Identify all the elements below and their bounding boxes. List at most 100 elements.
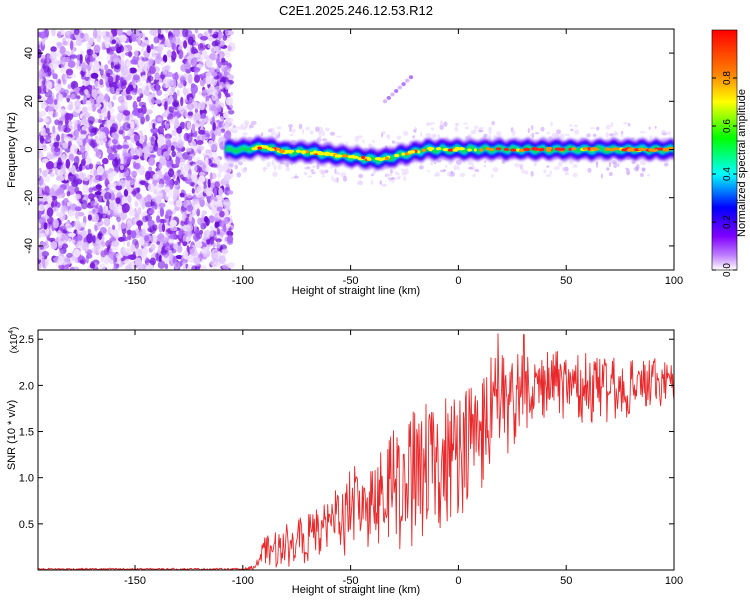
noise-speckle	[90, 200, 98, 207]
noise-speckle	[196, 140, 204, 145]
noise-speckle	[109, 115, 118, 120]
noise-speckle	[102, 157, 109, 165]
noise-speckle	[215, 238, 222, 243]
noise-speckle	[88, 41, 94, 46]
ridge-hotspot	[485, 147, 491, 151]
noise-speckle	[146, 208, 154, 216]
noise-speckle	[218, 31, 222, 41]
noise-speckle	[81, 199, 88, 210]
noise-speckle	[92, 234, 96, 244]
ridge-hotspot	[361, 155, 366, 159]
noise-speckle	[161, 219, 167, 224]
noise-speckle	[190, 57, 198, 68]
colorbar-gradient	[711, 29, 738, 271]
noise-speckle	[157, 260, 166, 269]
noise-speckle	[157, 244, 163, 253]
ridge-hotspot	[510, 148, 517, 152]
noise-speckle	[209, 182, 216, 189]
noise-speckle	[192, 198, 200, 205]
noise-speckle	[80, 221, 87, 228]
noise-speckle	[53, 141, 59, 148]
noise-speckle	[96, 55, 103, 60]
noise-speckle	[176, 110, 181, 119]
ridge-halo-speckle	[613, 132, 619, 136]
ridge-halo-speckle	[429, 122, 435, 125]
noise-speckle	[82, 184, 89, 194]
noise-speckle	[199, 265, 207, 270]
noise-speckle	[99, 102, 104, 110]
noise-speckle	[172, 91, 178, 102]
noise-speckle	[209, 200, 215, 208]
noise-speckle	[68, 174, 77, 182]
ridge-hotspot	[613, 147, 620, 151]
noise-speckle	[156, 46, 164, 51]
noise-speckle	[112, 224, 116, 230]
noise-speckle	[44, 175, 51, 183]
noise-speckle	[169, 34, 177, 45]
noise-speckle	[131, 170, 138, 178]
noise-speckle	[115, 252, 123, 260]
noise-speckle	[175, 156, 181, 166]
ridge-halo-speckle	[654, 126, 657, 129]
noise-speckle	[64, 136, 72, 142]
noise-speckle	[165, 196, 169, 201]
ridge-halo-speckle	[627, 122, 631, 127]
noise-speckle	[116, 112, 123, 123]
noise-speckle	[95, 175, 102, 181]
ridge-hotspot	[426, 147, 435, 151]
noise-speckle	[227, 262, 235, 268]
ridge-halo-speckle	[401, 171, 407, 176]
ridge-halo-speckle	[342, 175, 348, 182]
noise-speckle	[52, 125, 56, 135]
noise-speckle	[155, 252, 159, 260]
noise-speckle	[199, 109, 208, 115]
noise-speckle	[139, 139, 144, 145]
noise-speckle	[144, 235, 150, 242]
noise-speckle	[166, 49, 172, 58]
noise-speckle	[86, 233, 94, 244]
noise-speckle	[176, 89, 180, 97]
ridge-halo-speckle	[456, 165, 460, 170]
noise-speckle	[185, 223, 194, 232]
noise-speckle	[132, 188, 137, 198]
ridge-halo-speckle	[610, 122, 614, 128]
ridge-halo-speckle	[331, 175, 334, 182]
noise-speckle	[183, 163, 191, 172]
noise-speckle	[169, 219, 177, 227]
ridge-halo-speckle	[321, 175, 326, 178]
noise-speckle	[52, 218, 59, 229]
y-tick-label: 0.5	[19, 519, 34, 531]
noise-speckle	[152, 173, 160, 180]
noise-speckle	[39, 135, 45, 144]
noise-speckle	[190, 247, 198, 257]
noise-speckle	[116, 153, 121, 160]
noise-speckle	[190, 140, 197, 149]
noise-speckle	[117, 215, 122, 225]
noise-speckle	[76, 229, 82, 236]
noise-speckle	[193, 256, 200, 264]
noise-speckle	[141, 199, 146, 210]
noise-speckle	[214, 85, 222, 90]
noise-speckle	[120, 155, 125, 164]
noise-speckle	[74, 155, 80, 166]
ridge-halo-speckle	[605, 124, 611, 130]
noise-speckle	[83, 89, 89, 94]
noise-speckle	[42, 39, 46, 47]
noise-speckle	[74, 206, 82, 212]
noise-speckle	[92, 186, 100, 191]
noise-speckle	[76, 166, 81, 172]
noise-speckle	[175, 199, 183, 208]
noise-speckle	[193, 66, 201, 73]
noise-speckle	[137, 232, 142, 238]
ridge-halo-speckle	[226, 172, 230, 177]
ridge-halo-speckle	[238, 161, 243, 166]
noise-speckle	[45, 127, 50, 134]
noise-speckle	[143, 152, 148, 161]
noise-speckle	[139, 263, 147, 270]
noise-speckle	[225, 93, 231, 98]
noise-speckle	[207, 43, 212, 49]
noise-speckle	[169, 95, 174, 102]
spectrogram-y-label: Frequency (Hz)	[6, 112, 18, 188]
noise-speckle	[159, 155, 165, 163]
ridge-halo-speckle	[609, 133, 614, 137]
